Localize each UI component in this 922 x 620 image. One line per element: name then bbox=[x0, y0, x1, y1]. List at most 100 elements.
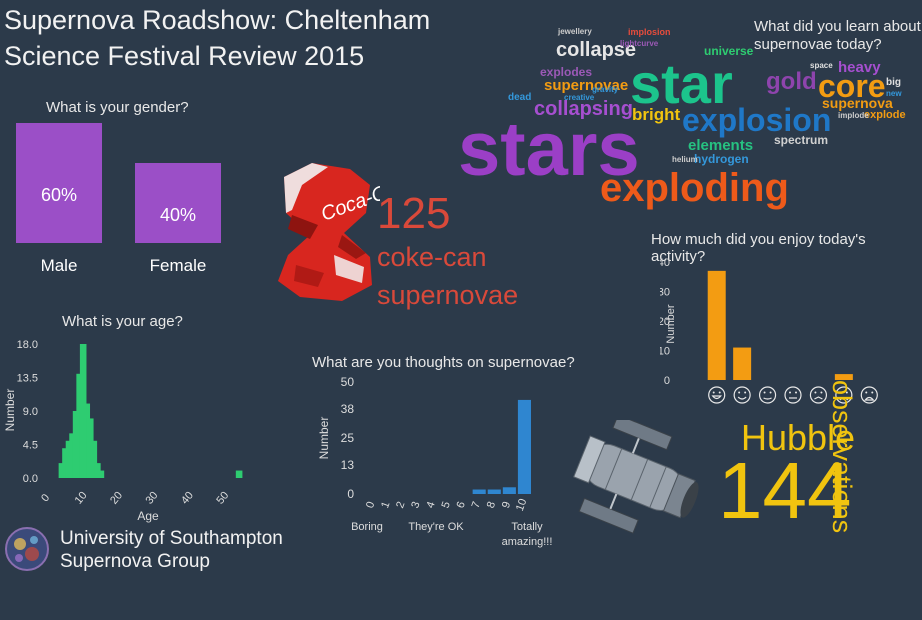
wc-word: heavy bbox=[838, 59, 881, 76]
sad-face-icon bbox=[835, 386, 853, 404]
wc-word: elements bbox=[688, 137, 754, 154]
coke-label-2: supernovae bbox=[377, 280, 519, 310]
footer-line-2: Supernova Group bbox=[60, 551, 210, 572]
gender-chart: 60% Male 40% Female bbox=[16, 123, 221, 275]
thoughts-x-tick: 7 bbox=[470, 500, 483, 510]
wc-word: explosion bbox=[682, 102, 832, 138]
enjoy-chart-title: How much did you enjoy today's activity? bbox=[651, 231, 866, 265]
enjoy-y-tick: 0 bbox=[664, 375, 670, 387]
wc-word: universe bbox=[704, 44, 754, 58]
gender-bar bbox=[135, 163, 221, 243]
hubble-word: Hubble bbox=[741, 417, 856, 458]
wc-word: collapsing bbox=[534, 98, 633, 120]
unsure-face-icon bbox=[809, 386, 828, 404]
age-y-tick: 4.5 bbox=[23, 440, 38, 452]
age-chart-title: What is your age? bbox=[62, 313, 183, 330]
hubble-observations-label: observations bbox=[827, 380, 857, 534]
thoughts-y-tick: 50 bbox=[341, 375, 355, 389]
age-bar bbox=[58, 463, 66, 478]
wc-word: explodes bbox=[540, 65, 593, 79]
title-line-2: Science Festival Review 2015 bbox=[4, 41, 365, 71]
wc-word: core bbox=[818, 68, 886, 104]
age-bar bbox=[86, 418, 94, 478]
wc-word: hydrogen bbox=[694, 152, 749, 166]
wc-word: helium bbox=[672, 155, 698, 164]
wc-word: big bbox=[886, 77, 901, 88]
age-bar bbox=[76, 373, 83, 478]
age-x-tick: 0 bbox=[39, 492, 52, 504]
wc-word: implode bbox=[838, 111, 869, 120]
thoughts-x-tick: 9 bbox=[500, 500, 513, 510]
thoughts-x-tick: 6 bbox=[455, 500, 468, 510]
wc-word: star bbox=[630, 52, 733, 115]
age-bar bbox=[79, 344, 87, 478]
thoughts-x-tick: 2 bbox=[394, 500, 407, 510]
very-sad-face-icon bbox=[860, 386, 878, 404]
age-chart: 0.0 4.5 9.0 13.5 18.0 0 10 20 30 40 50 Number Age bbox=[3, 339, 243, 523]
content-face-icon bbox=[758, 386, 777, 404]
age-bar bbox=[62, 448, 69, 478]
thoughts-y-axis-label: Number bbox=[317, 417, 331, 460]
gender-category-label: Male bbox=[41, 256, 78, 275]
age-x-tick: 40 bbox=[179, 490, 196, 507]
wc-word: gold bbox=[766, 68, 817, 95]
enjoy-y-tick: 40 bbox=[660, 257, 670, 269]
neutral-face-icon bbox=[784, 386, 802, 404]
word-cloud: stars star exploding explosion core coll… bbox=[450, 20, 920, 210]
age-x-axis-label: Age bbox=[137, 509, 159, 523]
coke-label-1: coke-can bbox=[377, 242, 487, 272]
age-x-tick: 10 bbox=[73, 490, 90, 507]
wc-word: bright bbox=[632, 105, 681, 124]
enjoy-bar bbox=[733, 347, 752, 380]
thoughts-note-ok: They're OK bbox=[408, 521, 464, 533]
wc-word: space bbox=[810, 61, 833, 70]
wc-word: supernovae bbox=[544, 77, 629, 94]
coke-number: 125 bbox=[377, 189, 451, 238]
gender-category-label: Female bbox=[150, 256, 207, 275]
thoughts-y-tick: 13 bbox=[341, 458, 355, 472]
thoughts-y-tick: 38 bbox=[341, 402, 355, 416]
page-title: Supernova Roadshow: Cheltenham Science F… bbox=[4, 2, 430, 74]
happy-face-icon bbox=[733, 386, 751, 404]
wc-word: new bbox=[886, 89, 902, 98]
thoughts-note-amazing-1: Totally bbox=[511, 521, 543, 533]
thoughts-bar bbox=[472, 489, 486, 494]
hubble-number: 144 bbox=[718, 446, 852, 535]
enjoy-y-tick: 30 bbox=[660, 287, 670, 299]
age-bar bbox=[90, 440, 98, 478]
coke-can-image: Coca-Cola bbox=[278, 163, 380, 301]
gender-value-label: 60% bbox=[41, 185, 77, 205]
wc-word: spectrum bbox=[774, 133, 829, 147]
gender-value-label: 40% bbox=[160, 205, 196, 225]
wc-word: explode bbox=[864, 109, 906, 121]
thoughts-x-tick: 4 bbox=[424, 500, 437, 510]
wc-word: dead bbox=[508, 92, 532, 103]
age-x-tick: 30 bbox=[143, 490, 160, 507]
thoughts-x-tick: 8 bbox=[485, 500, 498, 510]
thoughts-x-tick: 3 bbox=[409, 500, 422, 510]
age-bar bbox=[235, 470, 243, 478]
gender-chart-title: What is your gender? bbox=[46, 99, 189, 116]
age-y-axis-label: Number bbox=[3, 389, 17, 432]
thoughts-x-tick: 0 bbox=[364, 500, 377, 510]
enjoy-chart: 0 10 20 30 40 Number bbox=[660, 257, 878, 404]
thoughts-note-boring: Boring bbox=[351, 521, 383, 533]
thoughts-y-tick: 0 bbox=[347, 487, 354, 501]
wordcloud-question: What did you learn about supernovae toda… bbox=[754, 18, 921, 53]
supernova-logo-icon bbox=[5, 527, 49, 571]
enjoy-y-tick: 10 bbox=[660, 346, 670, 358]
wc-word: gravity bbox=[592, 85, 619, 94]
thoughts-y-tick: 25 bbox=[341, 431, 355, 445]
gender-bar bbox=[16, 123, 102, 243]
age-bar bbox=[97, 470, 105, 478]
wc-word: stars bbox=[458, 107, 640, 192]
age-bar bbox=[69, 433, 76, 478]
wc-word: supernova bbox=[822, 95, 893, 111]
wc-word: jewellery bbox=[558, 27, 592, 36]
age-bar bbox=[94, 463, 101, 478]
enjoy-bar bbox=[834, 374, 853, 380]
wc-word: exploding bbox=[600, 166, 789, 210]
thoughts-x-tick: 5 bbox=[439, 500, 452, 510]
enjoy-y-axis-label: Number bbox=[665, 304, 677, 343]
